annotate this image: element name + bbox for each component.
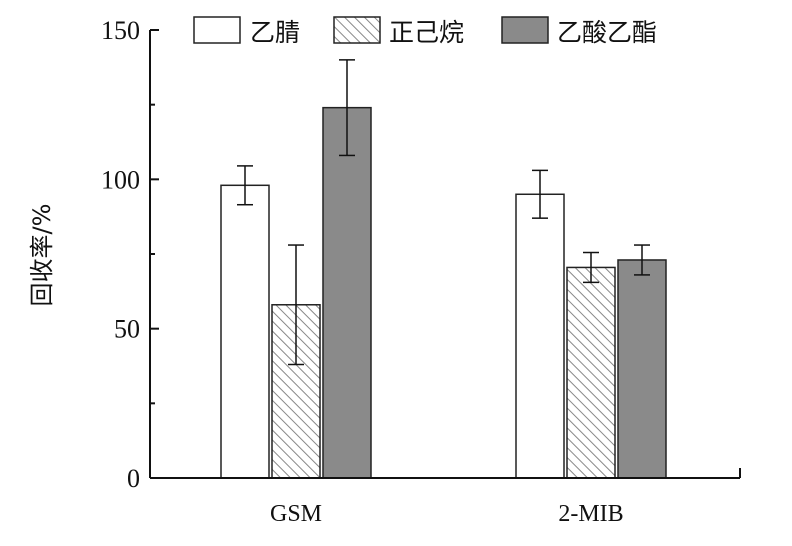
x-tick-labels: GSM 2-MIB <box>270 501 624 527</box>
y-tick-label: 0 <box>127 464 140 493</box>
y-tick-label: 100 <box>101 165 140 194</box>
y-axis-label: 回收率/% <box>28 204 56 307</box>
legend-swatch-0 <box>193 16 241 44</box>
y-ticks: 0 50 100 150 <box>101 16 159 493</box>
bar-gsm-series-2 <box>322 106 372 479</box>
legend-swatch-2 <box>501 16 549 44</box>
bar-gsm-series-0 <box>220 184 270 479</box>
error-bars <box>237 59 650 366</box>
legend-swatch-1 <box>333 16 381 44</box>
bar-2-mib-series-2 <box>617 259 667 479</box>
bars <box>220 106 667 479</box>
bar-2-mib-series-0 <box>515 193 565 479</box>
legend: 乙腈 正己烷 乙酸乙酯 <box>193 16 657 47</box>
x-tick-label: GSM <box>270 501 322 527</box>
y-tick-label: 150 <box>101 16 140 45</box>
legend-label-1: 正己烷 <box>389 18 464 47</box>
legend-label-2: 乙酸乙酯 <box>557 18 657 47</box>
legend-label-0: 乙腈 <box>250 18 300 47</box>
y-tick-label: 50 <box>114 315 140 344</box>
x-tick-label: 2-MIB <box>558 501 623 527</box>
bar-2-mib-series-1 <box>566 266 616 479</box>
